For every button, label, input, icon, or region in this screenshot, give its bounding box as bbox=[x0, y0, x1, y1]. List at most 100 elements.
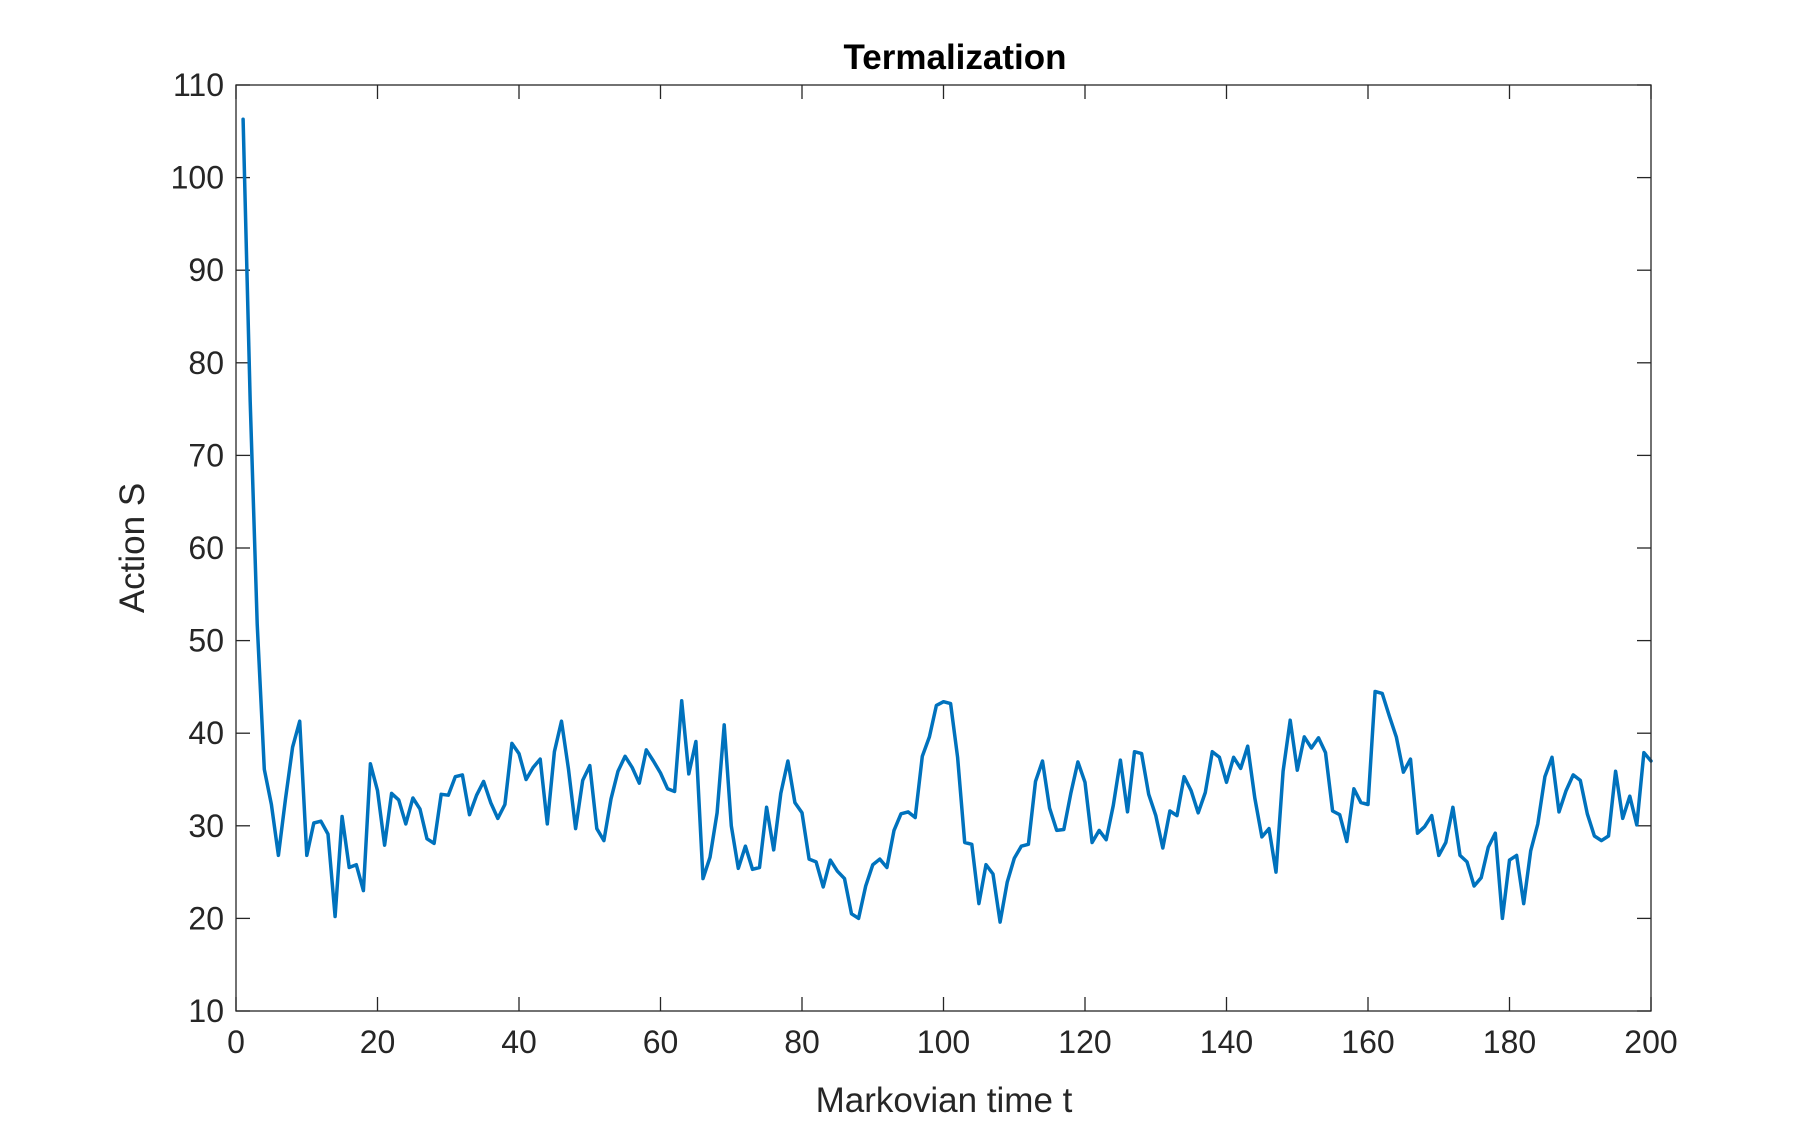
data-point bbox=[610, 798, 612, 800]
data-point bbox=[1027, 843, 1030, 846]
data-point bbox=[1586, 813, 1589, 815]
data-point bbox=[652, 760, 655, 762]
data-point bbox=[1077, 761, 1079, 763]
data-point bbox=[1572, 774, 1574, 776]
data-point bbox=[1197, 812, 1199, 814]
data-point bbox=[1614, 770, 1617, 772]
data-point bbox=[1331, 810, 1334, 812]
data-point bbox=[1140, 752, 1143, 755]
x-tick-label: 200 bbox=[1624, 1024, 1677, 1060]
data-point bbox=[1565, 789, 1567, 792]
data-point bbox=[1558, 811, 1560, 813]
data-point bbox=[1522, 902, 1525, 905]
data-point bbox=[1459, 854, 1461, 857]
data-point bbox=[1190, 789, 1192, 792]
data-point bbox=[546, 823, 549, 825]
plot-area-frame bbox=[235, 84, 1652, 1012]
x-tick-label: 160 bbox=[1341, 1024, 1394, 1060]
x-tick-label: 180 bbox=[1483, 1024, 1536, 1060]
data-point bbox=[1515, 854, 1518, 857]
data-point bbox=[1176, 814, 1178, 817]
data-point bbox=[1537, 823, 1539, 825]
data-point bbox=[1013, 857, 1016, 859]
data-point bbox=[581, 779, 584, 782]
x-tick-label: 40 bbox=[501, 1024, 537, 1060]
data-point bbox=[277, 854, 280, 857]
data-point bbox=[751, 868, 754, 871]
data-point bbox=[433, 842, 435, 845]
data-point bbox=[574, 827, 577, 830]
data-point bbox=[1070, 792, 1072, 795]
data-point bbox=[688, 773, 690, 775]
data-point bbox=[334, 915, 336, 918]
data-point bbox=[695, 740, 697, 743]
data-point bbox=[978, 902, 980, 905]
data-point bbox=[376, 789, 379, 792]
data-point bbox=[1643, 751, 1645, 754]
y-tick-label: 40 bbox=[188, 715, 224, 751]
data-point bbox=[1607, 835, 1610, 837]
data-point bbox=[772, 849, 775, 851]
data-point bbox=[1041, 760, 1044, 762]
y-tick-label: 100 bbox=[171, 160, 224, 196]
data-point bbox=[723, 724, 725, 726]
data-point bbox=[397, 799, 400, 801]
data-point bbox=[1084, 781, 1086, 784]
data-point bbox=[1119, 759, 1122, 761]
data-point bbox=[886, 866, 888, 869]
data-point bbox=[1317, 737, 1320, 739]
data-point bbox=[1636, 824, 1638, 826]
y-tick-label: 20 bbox=[188, 900, 224, 936]
data-point bbox=[794, 801, 796, 804]
data-point bbox=[829, 859, 832, 861]
data-point bbox=[369, 763, 372, 765]
data-point bbox=[1282, 770, 1284, 772]
data-point bbox=[1006, 881, 1008, 884]
data-point bbox=[744, 845, 747, 847]
data-point bbox=[603, 839, 605, 842]
data-point bbox=[461, 774, 464, 776]
data-point bbox=[815, 861, 817, 863]
data-point bbox=[426, 838, 428, 840]
data-point bbox=[709, 856, 711, 859]
data-point bbox=[843, 877, 846, 880]
data-point bbox=[1246, 745, 1249, 747]
data-point bbox=[256, 623, 259, 625]
data-point bbox=[1529, 850, 1532, 852]
data-point bbox=[1438, 854, 1440, 857]
data-point bbox=[645, 749, 648, 751]
data-point bbox=[673, 790, 676, 793]
data-point bbox=[659, 772, 662, 774]
data-point bbox=[1055, 829, 1058, 832]
chart-title: Termalization bbox=[843, 38, 1066, 77]
data-point bbox=[468, 813, 471, 816]
data-point bbox=[298, 720, 301, 722]
data-point bbox=[737, 867, 740, 870]
data-point bbox=[971, 843, 973, 846]
data-point bbox=[1268, 827, 1270, 830]
data-point bbox=[1395, 736, 1398, 738]
y-tick-label: 70 bbox=[188, 437, 224, 473]
y-tick-label: 90 bbox=[188, 252, 224, 288]
data-point bbox=[1487, 846, 1490, 848]
data-point bbox=[320, 820, 322, 822]
data-point bbox=[489, 801, 492, 804]
data-point bbox=[1430, 814, 1433, 817]
data-point bbox=[1254, 797, 1256, 799]
data-point bbox=[1098, 829, 1100, 832]
data-point bbox=[1211, 750, 1214, 753]
data-point bbox=[1147, 793, 1150, 796]
data-point bbox=[857, 917, 860, 920]
data-point bbox=[1360, 801, 1362, 804]
data-point bbox=[1544, 775, 1546, 778]
data-point bbox=[270, 803, 273, 806]
data-point bbox=[999, 921, 1001, 923]
data-point bbox=[638, 782, 641, 784]
data-point bbox=[1034, 780, 1037, 783]
data-point bbox=[454, 775, 457, 778]
data-point bbox=[560, 720, 563, 722]
data-point bbox=[963, 841, 966, 844]
x-tick-label: 0 bbox=[227, 1024, 245, 1060]
data-point bbox=[864, 885, 867, 887]
